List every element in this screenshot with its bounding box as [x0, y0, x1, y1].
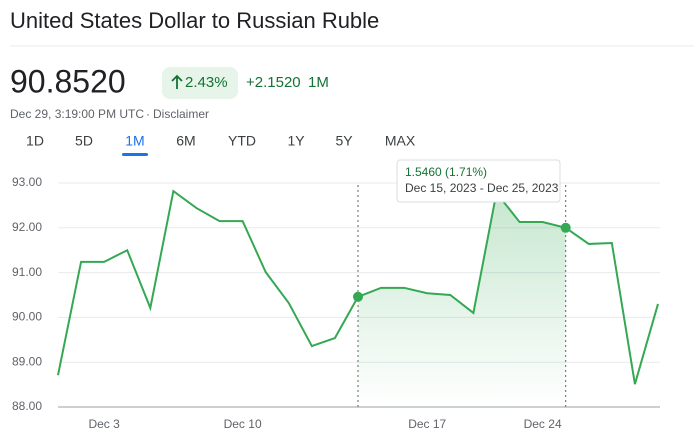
- x-tick-label: Dec 24: [524, 417, 562, 431]
- y-tick-label: 93.00: [12, 175, 42, 189]
- change-period: 1M: [308, 74, 329, 91]
- tooltip-change: 1.5460 (1.71%): [405, 165, 487, 179]
- title: United States Dollar to Russian Ruble: [10, 8, 379, 33]
- y-tick-label: 90.00: [12, 310, 42, 324]
- chart: 88.00 89.00 90.00 91.00 92.00 93.00 Dec 3 Dec 1…: [12, 175, 660, 431]
- y-tick-label: 91.00: [12, 265, 42, 279]
- highlight-point: [560, 222, 571, 233]
- range-tab[interactable]: 6M: [176, 133, 195, 149]
- tooltip: 1.5460 (1.71%) Dec 15, 2023 - Dec 25, 20…: [396, 159, 561, 203]
- x-tick-label: Dec 3: [88, 417, 120, 431]
- change-badge: [162, 67, 238, 99]
- disclaimer-link[interactable]: Disclaimer: [153, 107, 209, 121]
- highlight-area: [358, 192, 566, 407]
- separator: ·: [146, 107, 150, 121]
- change-abs: +2.1520: [246, 74, 301, 91]
- range-tab[interactable]: YTD: [228, 133, 256, 149]
- up-arrow: [171, 74, 183, 89]
- range-tab[interactable]: 1D: [26, 133, 44, 149]
- change-pct: 2.43%: [185, 74, 228, 91]
- range-tab[interactable]: 5D: [75, 133, 93, 149]
- range-tab[interactable]: MAX: [385, 133, 416, 149]
- price: 90.8520: [10, 63, 126, 99]
- x-tick-label: Dec 10: [224, 417, 262, 431]
- range-tab[interactable]: 5Y: [335, 133, 353, 149]
- y-tick-label: 92.00: [12, 220, 42, 234]
- timestamp: Dec 29, 3:19:00 PM UTC: [10, 107, 144, 121]
- active-tab-underline: [122, 153, 148, 156]
- range-tabs: 1D 5D 1M 6M YTD 1Y 5Y MAX: [26, 133, 416, 156]
- highlight-point: [353, 291, 363, 302]
- y-tick-label: 89.00: [12, 354, 42, 368]
- range-tab[interactable]: 1M: [125, 133, 144, 149]
- x-tick-label: Dec 17: [408, 417, 446, 431]
- tooltip-box: [396, 159, 561, 203]
- y-tick-label: 88.00: [12, 399, 42, 413]
- tooltip-range: Dec 15, 2023 - Dec 25, 2023: [405, 181, 559, 195]
- range-tab[interactable]: 1Y: [287, 133, 305, 149]
